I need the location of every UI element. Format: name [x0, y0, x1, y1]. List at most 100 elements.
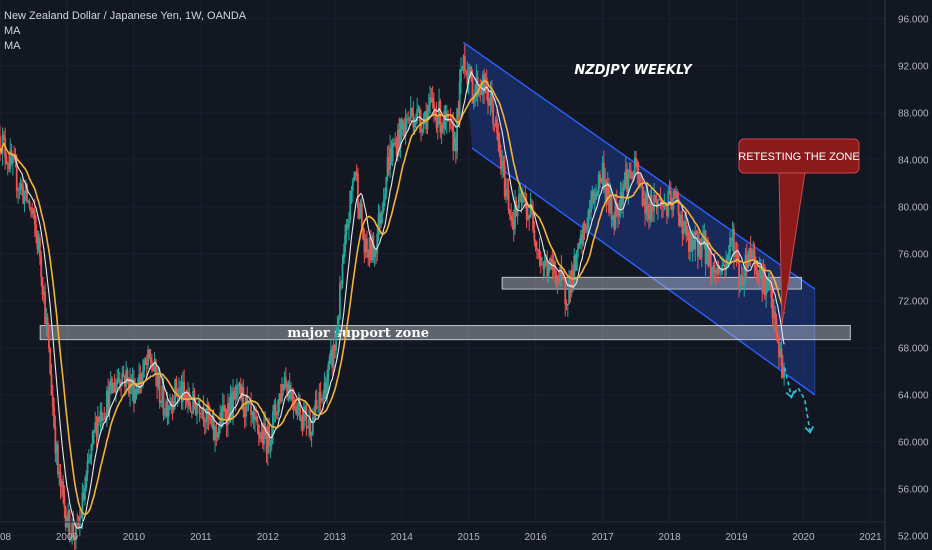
candle-body	[765, 286, 768, 296]
symbol-legend[interactable]: New Zealand Dollar / Japanese Yen, 1W, O…	[4, 9, 246, 54]
candle-body	[95, 422, 98, 437]
candle-body	[599, 174, 601, 179]
projection-arrowhead	[804, 425, 815, 434]
candle-body	[180, 386, 183, 402]
candle-body	[393, 143, 395, 145]
candle-body	[239, 384, 242, 399]
candle-body	[404, 119, 407, 137]
candle-body	[326, 380, 328, 399]
ma-indicator-label-2[interactable]: MA	[4, 40, 21, 52]
candle-body	[274, 403, 277, 415]
ma-indicator-label-1[interactable]: MA	[4, 25, 21, 37]
candle-body	[87, 460, 90, 462]
candle-body	[185, 398, 188, 403]
candle-body	[564, 280, 567, 304]
candle-body	[96, 416, 99, 437]
candle-body	[108, 386, 111, 413]
candle-body	[215, 426, 218, 434]
candle-body	[98, 416, 101, 422]
candle-body	[261, 431, 264, 445]
candle-body	[39, 237, 41, 257]
candle-body	[230, 393, 233, 417]
candle-body	[344, 235, 346, 253]
candle-body	[62, 481, 64, 495]
candle-body	[309, 418, 312, 436]
candle-body	[181, 382, 184, 402]
candle-body	[780, 349, 783, 367]
candle-body	[50, 373, 53, 396]
candle-body	[579, 234, 582, 245]
candle-body	[613, 215, 616, 229]
candle-body	[189, 406, 192, 412]
candle-body	[386, 156, 389, 177]
candle-body	[211, 417, 214, 424]
candle-body	[680, 214, 683, 226]
candle-body	[275, 414, 278, 416]
candle-body	[210, 417, 213, 424]
candle-body	[471, 79, 474, 104]
candle-body	[542, 263, 545, 269]
candle-body	[602, 162, 605, 190]
candle-body	[440, 124, 443, 133]
candle-body	[740, 275, 743, 283]
candle-body	[494, 119, 497, 125]
candle-body	[278, 393, 281, 401]
time-tick-label: 2020	[792, 532, 815, 543]
candle-body	[760, 269, 762, 271]
candle-body	[201, 407, 204, 414]
candle-body	[456, 108, 458, 152]
candle-body	[675, 192, 677, 198]
candle-body	[492, 104, 495, 125]
candle-body	[398, 129, 401, 149]
candle-body	[157, 375, 160, 388]
candle-body	[587, 209, 590, 228]
candle-body	[447, 113, 449, 120]
candle-body	[77, 522, 80, 527]
candle-body	[179, 386, 182, 389]
candle-body	[690, 234, 693, 252]
candle-body	[384, 194, 386, 201]
candle-body	[286, 383, 289, 397]
candle-body	[637, 174, 640, 176]
candle-body	[461, 66, 464, 70]
candle-body	[668, 191, 671, 193]
candle-body	[139, 374, 142, 383]
candle-body	[212, 417, 215, 441]
symbol-description[interactable]: New Zealand Dollar / Japanese Yen, 1W, O…	[4, 10, 247, 22]
candle-body	[721, 265, 724, 271]
candle-body	[734, 252, 737, 257]
candle-body	[416, 108, 419, 122]
candle-body	[729, 237, 731, 254]
candle-body	[754, 265, 757, 271]
candle-body	[536, 247, 538, 250]
candle-body	[306, 426, 309, 428]
candle-body	[593, 199, 596, 203]
candle-body	[125, 370, 128, 387]
projection-arrows	[783, 367, 815, 434]
candle-body	[355, 172, 358, 174]
candle-body	[369, 237, 372, 261]
candle-body	[420, 121, 422, 133]
candle-body	[630, 170, 632, 178]
price-tick-label: 76.000	[898, 249, 929, 260]
candle-body	[6, 163, 9, 165]
candle-body	[15, 162, 18, 191]
candle-body	[776, 333, 779, 343]
candle-body	[382, 200, 385, 211]
candle-body	[403, 122, 406, 137]
candle-body	[443, 111, 446, 129]
candle-body	[295, 408, 298, 414]
candle-body	[722, 265, 725, 267]
candle-body	[424, 111, 426, 118]
candle-body	[252, 412, 255, 420]
candle-body	[203, 420, 206, 423]
time-tick-label: 2012	[257, 532, 280, 543]
candle-body	[317, 406, 319, 408]
candle-body	[527, 215, 529, 220]
candle-body	[577, 243, 580, 251]
candle-body	[566, 304, 569, 306]
price-axis: 96.000 92.000 88.000 84.000 80.000 76.000 72.0…	[884, 0, 929, 550]
candle-body	[72, 522, 75, 537]
candle-body	[478, 90, 480, 96]
